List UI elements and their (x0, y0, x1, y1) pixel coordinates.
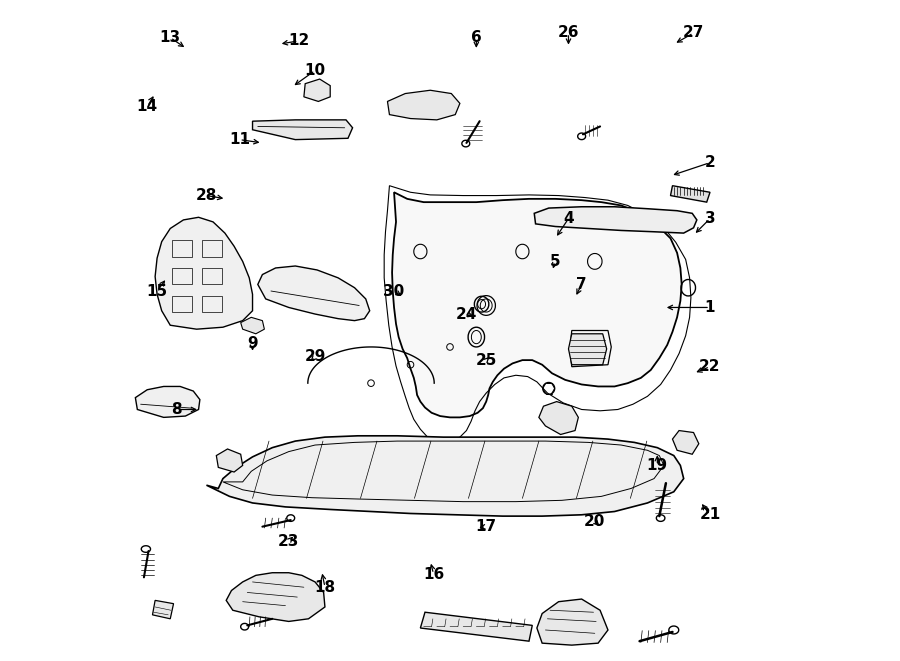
Text: 15: 15 (147, 284, 167, 299)
Text: 8: 8 (172, 402, 182, 417)
Polygon shape (253, 120, 353, 139)
Text: 26: 26 (558, 26, 580, 40)
Text: 4: 4 (563, 211, 574, 226)
Polygon shape (670, 186, 710, 202)
Text: 23: 23 (278, 533, 300, 549)
Polygon shape (537, 599, 608, 645)
Text: 20: 20 (584, 514, 606, 529)
Text: 7: 7 (576, 277, 587, 292)
Text: 18: 18 (314, 580, 336, 595)
Text: 19: 19 (647, 458, 668, 473)
Polygon shape (392, 192, 681, 417)
Text: 5: 5 (550, 254, 561, 269)
Polygon shape (226, 572, 325, 621)
Text: 22: 22 (699, 359, 721, 374)
Text: 17: 17 (475, 519, 497, 534)
Text: 2: 2 (705, 155, 716, 170)
Polygon shape (535, 207, 697, 233)
Text: 14: 14 (137, 99, 157, 114)
Text: 12: 12 (288, 34, 310, 48)
Text: 30: 30 (383, 284, 405, 299)
Text: 3: 3 (705, 211, 716, 226)
Polygon shape (155, 217, 253, 329)
Polygon shape (135, 387, 200, 417)
Text: 1: 1 (705, 300, 716, 315)
Polygon shape (257, 266, 370, 321)
Text: 16: 16 (423, 566, 445, 582)
Text: 28: 28 (196, 188, 217, 203)
Polygon shape (672, 430, 698, 454)
Text: 13: 13 (159, 30, 181, 45)
Polygon shape (206, 436, 684, 516)
Polygon shape (420, 612, 532, 641)
Polygon shape (304, 79, 330, 101)
Text: 10: 10 (304, 63, 326, 78)
Text: 24: 24 (455, 307, 477, 321)
Text: 29: 29 (304, 349, 326, 364)
Polygon shape (240, 317, 265, 334)
Text: 6: 6 (471, 30, 482, 45)
Polygon shape (539, 402, 579, 434)
Text: 11: 11 (229, 132, 250, 147)
Polygon shape (569, 334, 607, 365)
Text: 25: 25 (475, 352, 497, 368)
Polygon shape (152, 600, 174, 619)
Polygon shape (388, 91, 460, 120)
Polygon shape (216, 449, 243, 472)
Text: 21: 21 (699, 507, 721, 522)
Text: 27: 27 (683, 26, 704, 40)
Text: 9: 9 (248, 336, 257, 351)
